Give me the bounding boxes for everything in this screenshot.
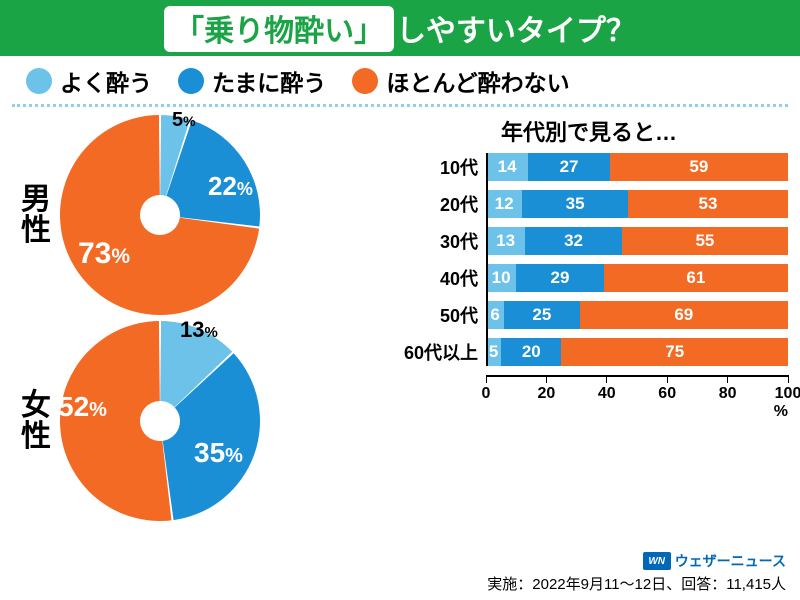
bar-segment: 27 xyxy=(528,153,610,181)
bar-segment: 12 xyxy=(486,190,522,218)
x-axis-label: 0 xyxy=(482,385,491,403)
bar-segment: 75 xyxy=(561,338,788,366)
legend-label: ほとんど酔わない xyxy=(386,64,569,98)
bar-category-label: 40代 xyxy=(390,265,486,291)
bar-segment: 25 xyxy=(504,301,580,329)
legend: よく酔う たまに酔う ほとんど酔わない xyxy=(0,56,800,104)
title-highlight: 「乗り物酔い」 xyxy=(164,6,394,52)
x-axis: 020406080100% xyxy=(486,375,788,376)
pie-row: 女性13%35%52% xyxy=(12,321,382,521)
x-axis-tick xyxy=(606,375,607,383)
bar-track: 123553 xyxy=(486,190,788,218)
x-axis-label: 60 xyxy=(658,385,676,403)
legend-item: よく酔う xyxy=(26,64,152,98)
donut-chart: 13%35%52% xyxy=(60,321,260,521)
brand: WN ウェザーニュース xyxy=(643,551,786,571)
bar-segment: 6 xyxy=(486,301,504,329)
bar-row: 40代102961 xyxy=(390,264,788,292)
legend-label: たまに酔う xyxy=(212,64,326,98)
x-axis-tick xyxy=(486,375,487,383)
pie-column: 男性5%22%73%女性13%35%52% xyxy=(12,115,382,527)
legend-swatch xyxy=(352,68,378,94)
donut-chart: 5%22%73% xyxy=(60,115,260,315)
bar-segment: 53 xyxy=(628,190,788,218)
bar-track: 102961 xyxy=(486,264,788,292)
bar-column: 年代別で見ると… 10代14275920代12355330代13325540代1… xyxy=(390,115,788,527)
bar-track: 142759 xyxy=(486,153,788,181)
bar-track: 62569 xyxy=(486,301,788,329)
bar-segment: 59 xyxy=(610,153,788,181)
bar-row: 10代142759 xyxy=(390,153,788,181)
x-axis-tick xyxy=(788,375,789,383)
bar-row: 60代以上52075 xyxy=(390,338,788,366)
x-axis-tick xyxy=(727,375,728,383)
bars-area: 10代14275920代12355330代13325540代10296150代6… xyxy=(390,153,788,420)
bar-segment: 29 xyxy=(516,264,604,292)
brand-text: ウェザーニュース xyxy=(675,551,786,571)
pie-label: 男性 xyxy=(12,184,60,247)
survey-note: 実施：2022年9月11〜12日、回答：11,415人 xyxy=(487,573,786,594)
bar-segment: 13 xyxy=(486,227,525,255)
bar-segment: 10 xyxy=(486,264,516,292)
title-rest: しやすいタイプ？ xyxy=(396,15,636,48)
legend-item: たまに酔う xyxy=(178,64,326,98)
footer: WN ウェザーニュース 実施：2022年9月11〜12日、回答：11,415人 xyxy=(487,551,786,595)
brand-logo: WN xyxy=(643,552,671,570)
bar-segment: 5 xyxy=(486,338,501,366)
bar-rows: 10代14275920代12355330代13325540代10296150代6… xyxy=(390,153,788,366)
y-axis-line xyxy=(486,153,488,366)
bar-category-label: 30代 xyxy=(390,228,486,254)
bar-category-label: 60代以上 xyxy=(390,339,486,365)
bar-segment: 20 xyxy=(501,338,561,366)
bars-title: 年代別で見ると… xyxy=(390,115,788,147)
x-axis-line xyxy=(486,375,788,377)
bar-segment: 69 xyxy=(580,301,788,329)
donut-slice xyxy=(60,321,171,521)
x-axis-unit: % xyxy=(774,403,788,421)
bar-category-label: 50代 xyxy=(390,302,486,328)
main-area: 男性5%22%73%女性13%35%52% 年代別で見ると… 10代142759… xyxy=(0,107,800,527)
legend-label: よく酔う xyxy=(60,64,152,98)
x-axis-tick xyxy=(667,375,668,383)
bar-segment: 32 xyxy=(525,227,622,255)
bar-segment: 55 xyxy=(622,227,788,255)
bar-row: 50代62569 xyxy=(390,301,788,329)
bar-category-label: 10代 xyxy=(390,154,486,180)
bar-row: 30代133255 xyxy=(390,227,788,255)
x-axis-label: 40 xyxy=(598,385,616,403)
bar-category-label: 20代 xyxy=(390,191,486,217)
bar-segment: 35 xyxy=(522,190,628,218)
pie-label: 女性 xyxy=(12,390,60,453)
pie-row: 男性5%22%73% xyxy=(12,115,382,315)
legend-item: ほとんど酔わない xyxy=(352,64,569,98)
bar-segment: 14 xyxy=(486,153,528,181)
bar-segment: 61 xyxy=(604,264,788,292)
legend-swatch xyxy=(178,68,204,94)
infographic-root: 「乗り物酔い」しやすいタイプ？ よく酔う たまに酔う ほとんど酔わない 男性5%22… xyxy=(0,0,800,600)
x-axis-label: 20 xyxy=(537,385,555,403)
legend-swatch xyxy=(26,68,52,94)
x-axis-tick xyxy=(546,375,547,383)
x-axis-label: 100 xyxy=(775,385,800,403)
bar-track: 52075 xyxy=(486,338,788,366)
title-bar: 「乗り物酔い」しやすいタイプ？ xyxy=(0,0,800,56)
bar-row: 20代123553 xyxy=(390,190,788,218)
x-axis-label: 80 xyxy=(719,385,737,403)
bar-track: 133255 xyxy=(486,227,788,255)
